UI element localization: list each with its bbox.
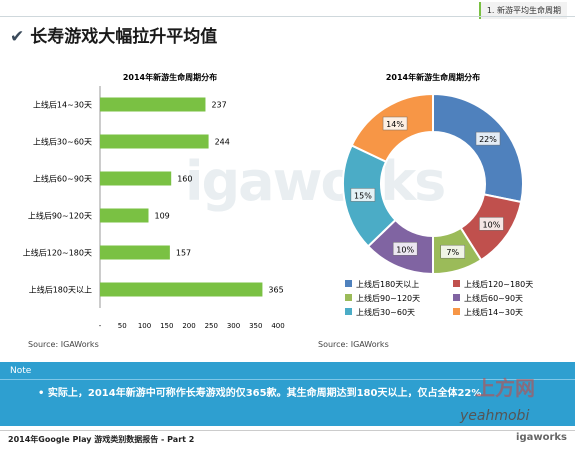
bar [100, 245, 170, 260]
bar-category-label: 上线后90~120天 [28, 211, 92, 221]
legend-swatch [453, 294, 460, 301]
slice-label-box [475, 131, 501, 146]
footer-text: 2014年Google Play 游戏类别数据报告 - Part 2 [8, 435, 195, 444]
bar-value-label: 244 [215, 138, 230, 147]
checkmark-icon: ✔ [10, 27, 25, 47]
bar [100, 134, 209, 149]
bar-value-label: 365 [268, 286, 283, 295]
page-title: ✔ 长寿游戏大幅拉升平均值 [10, 22, 217, 47]
overlay-watermark-yeahmobi: yeahmobi [460, 408, 530, 424]
x-tick-label: 300 [227, 322, 240, 328]
legend-label: 上线后120~180天 [464, 279, 533, 289]
bar-chart-title: 2014年新游生命周期分布 [123, 72, 217, 82]
donut-slice [432, 92, 524, 204]
legend-label: 上线后60~90天 [464, 293, 523, 303]
x-tick-label: 350 [249, 322, 262, 328]
slice-label-box [382, 116, 408, 131]
slice-label-box [350, 188, 376, 202]
slice-label-box [440, 244, 466, 259]
bar-value-label: 160 [177, 175, 192, 184]
x-tick-label: 50 [118, 322, 127, 328]
legend-label: 上线后180天以上 [356, 279, 419, 289]
note-bar [0, 362, 575, 426]
breadcrumb: 1. 新游平均生命周期 [478, 2, 567, 19]
donut-chart: 2014年新游生命周期分布22%10%7%10%15%14%上线后180天以上上… [342, 72, 533, 317]
legend-label: 上线后14~30天 [464, 307, 523, 317]
x-tick-label: 200 [182, 322, 195, 328]
donut-chart-title: 2014年新游生命周期分布 [386, 72, 480, 82]
note-label: Note [10, 366, 32, 376]
bar-category-label: 上线后120~180天 [23, 248, 92, 258]
page-title-text: 长寿游戏大幅拉升平均值 [30, 27, 218, 47]
bar [100, 97, 206, 112]
donut-chart-source: Source: IGAWorks [318, 340, 389, 349]
x-tick-label: 250 [205, 322, 218, 328]
x-tick-label: 100 [138, 322, 151, 328]
bar-category-label: 上线后60~90天 [33, 174, 92, 184]
legend-swatch [453, 280, 460, 287]
bar [100, 171, 172, 186]
note-divider [0, 379, 575, 380]
title-divider [0, 16, 575, 17]
legend-swatch [345, 294, 352, 301]
bar-chart-source: Source: IGAWorks [28, 340, 99, 349]
bar-category-label: 上线后30~60天 [33, 137, 92, 147]
slice-value-label: 10% [483, 220, 501, 229]
slice-value-label: 7% [446, 248, 459, 257]
x-tick-label: 400 [271, 322, 284, 328]
bar-value-label: 109 [155, 212, 170, 221]
legend-swatch [453, 308, 460, 315]
note-text-content: 实际上，2014年新游中可称作长寿游戏的仅365款。其生命周期达到180天以上，… [47, 388, 482, 399]
footer-logo: igaworks [516, 432, 567, 443]
background-watermark: igaworks [185, 150, 446, 213]
note-text: • 实际上，2014年新游中可称作长寿游戏的仅365款。其生命周期达到180天以… [38, 388, 482, 399]
slice-value-label: 22% [479, 135, 497, 144]
bar-value-label: 237 [211, 101, 226, 110]
footer-divider [0, 430, 575, 431]
overlay-watermark-shangfang: 上方网 [475, 376, 535, 400]
bar-category-label: 上线后180天以上 [29, 285, 92, 295]
legend-label: 上线后30~60天 [356, 307, 415, 317]
slice-label-box [392, 242, 418, 256]
legend-swatch [345, 280, 352, 287]
bar [100, 208, 149, 223]
bar-category-label: 上线后14~30天 [33, 100, 92, 110]
slice-value-label: 14% [386, 120, 404, 129]
x-tick-label: 150 [160, 322, 173, 328]
slice-label-box [479, 217, 504, 231]
bar [100, 282, 263, 297]
legend-label: 上线后90~120天 [356, 293, 420, 303]
bar-value-label: 157 [176, 249, 191, 258]
legend-swatch [345, 308, 352, 315]
x-tick-label: - [99, 322, 102, 328]
slice-value-label: 15% [354, 191, 372, 200]
slice-value-label: 10% [396, 245, 414, 254]
